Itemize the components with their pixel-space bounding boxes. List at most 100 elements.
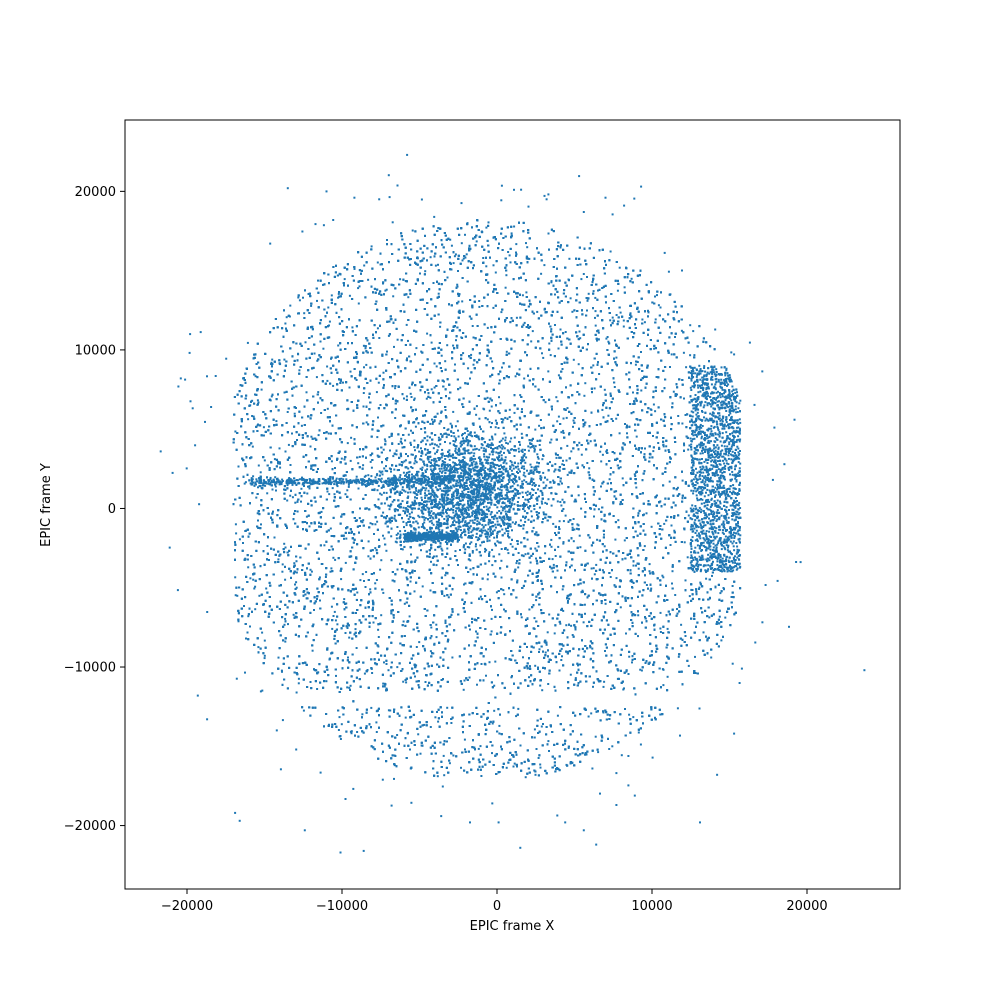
scatter-point: [461, 259, 464, 262]
scatter-point: [517, 566, 520, 569]
scatter-point: [533, 617, 536, 620]
scatter-point: [454, 253, 457, 256]
scatter-point: [589, 658, 592, 661]
scatter-point: [328, 320, 331, 323]
scatter-point: [583, 394, 586, 397]
scatter-point: [556, 569, 559, 572]
scatter-point: [637, 567, 640, 570]
scatter-point: [490, 405, 493, 408]
scatter-point: [494, 660, 497, 663]
scatter-point: [492, 306, 495, 309]
scatter-point: [502, 589, 505, 592]
scatter-point: [522, 555, 525, 558]
scatter-point: [384, 289, 387, 292]
scatter-point: [457, 300, 460, 303]
scatter-point: [316, 688, 319, 690]
scatter-point: [676, 486, 679, 489]
scatter-point: [367, 278, 370, 281]
scatter-point: [295, 581, 298, 584]
scatter-point: [659, 611, 662, 614]
scatter-point: [263, 657, 266, 660]
scatter-point: [575, 527, 578, 530]
scatter-point: [488, 661, 491, 664]
scatter-point: [385, 288, 388, 291]
scatter-point: [434, 548, 437, 551]
scatter-point: [444, 415, 447, 417]
scatter-point: [493, 684, 496, 687]
scatter-point: [596, 538, 599, 541]
scatter-point: [650, 525, 653, 528]
scatter-point: [490, 617, 493, 620]
scatter-point: [304, 341, 307, 344]
scatter-point: [470, 353, 473, 356]
scatter-point: [719, 592, 722, 595]
scatter-point: [500, 311, 503, 314]
scatter-point: [510, 232, 513, 235]
scatter-point: [359, 579, 362, 582]
scatter-point: [579, 337, 582, 340]
scatter-point: [637, 731, 640, 734]
scatter-point: [561, 588, 564, 591]
scatter-point: [602, 685, 605, 688]
scatter-point: [379, 471, 382, 474]
scatter-point: [534, 428, 537, 431]
scatter-point: [348, 686, 351, 689]
scatter-point: [672, 390, 675, 393]
scatter-point: [518, 558, 521, 561]
scatter-point: [510, 437, 513, 440]
scatter-point: [570, 450, 573, 453]
scatter-point: [696, 435, 698, 438]
scatter-point: [344, 493, 347, 496]
scatter-point: [387, 669, 390, 672]
scatter-point: [460, 766, 462, 769]
scatter-point: [547, 683, 550, 685]
scatter-point: [429, 552, 431, 555]
scatter-point: [548, 342, 551, 345]
scatter-point: [618, 266, 621, 269]
scatter-point: [690, 400, 693, 403]
scatter-point: [631, 661, 633, 664]
scatter-point: [295, 691, 298, 694]
scatter-point: [590, 712, 593, 715]
scatter-point: [416, 497, 418, 500]
scatter-point: [607, 414, 610, 417]
scatter-point: [405, 681, 408, 684]
scatter-point: [494, 426, 497, 429]
scatter-point: [618, 432, 621, 435]
scatter-point: [699, 581, 702, 584]
scatter-point: [517, 552, 520, 554]
scatter-point: [348, 386, 351, 389]
scatter-point: [650, 587, 653, 590]
scatter-point: [333, 493, 336, 496]
scatter-point: [443, 774, 446, 777]
scatter-point: [677, 655, 680, 658]
scatter-point: [648, 563, 651, 566]
scatter-point: [562, 542, 565, 545]
scatter-point: [387, 520, 389, 523]
scatter-point: [525, 291, 528, 294]
scatter-point: [441, 470, 444, 473]
scatter-point: [372, 621, 375, 624]
scatter-point: [605, 450, 608, 453]
scatter-point: [720, 639, 723, 642]
scatter-point: [396, 734, 399, 736]
scatter-point: [332, 556, 335, 559]
scatter-point: [255, 496, 258, 499]
scatter-point: [560, 576, 563, 579]
scatter-point: [260, 523, 262, 526]
scatter-point: [662, 445, 665, 448]
scatter-point: [362, 519, 365, 522]
scatter-point: [413, 397, 416, 400]
scatter-point: [322, 283, 324, 286]
scatter-point: [580, 453, 583, 456]
scatter-point: [710, 497, 713, 500]
scatter-point: [375, 721, 378, 724]
scatter-point: [619, 503, 622, 506]
scatter-point: [652, 450, 655, 453]
scatter-point: [281, 570, 284, 573]
scatter-point: [386, 350, 388, 353]
scatter-point: [598, 373, 601, 375]
scatter-point: [482, 257, 485, 259]
scatter-point: [626, 432, 628, 435]
